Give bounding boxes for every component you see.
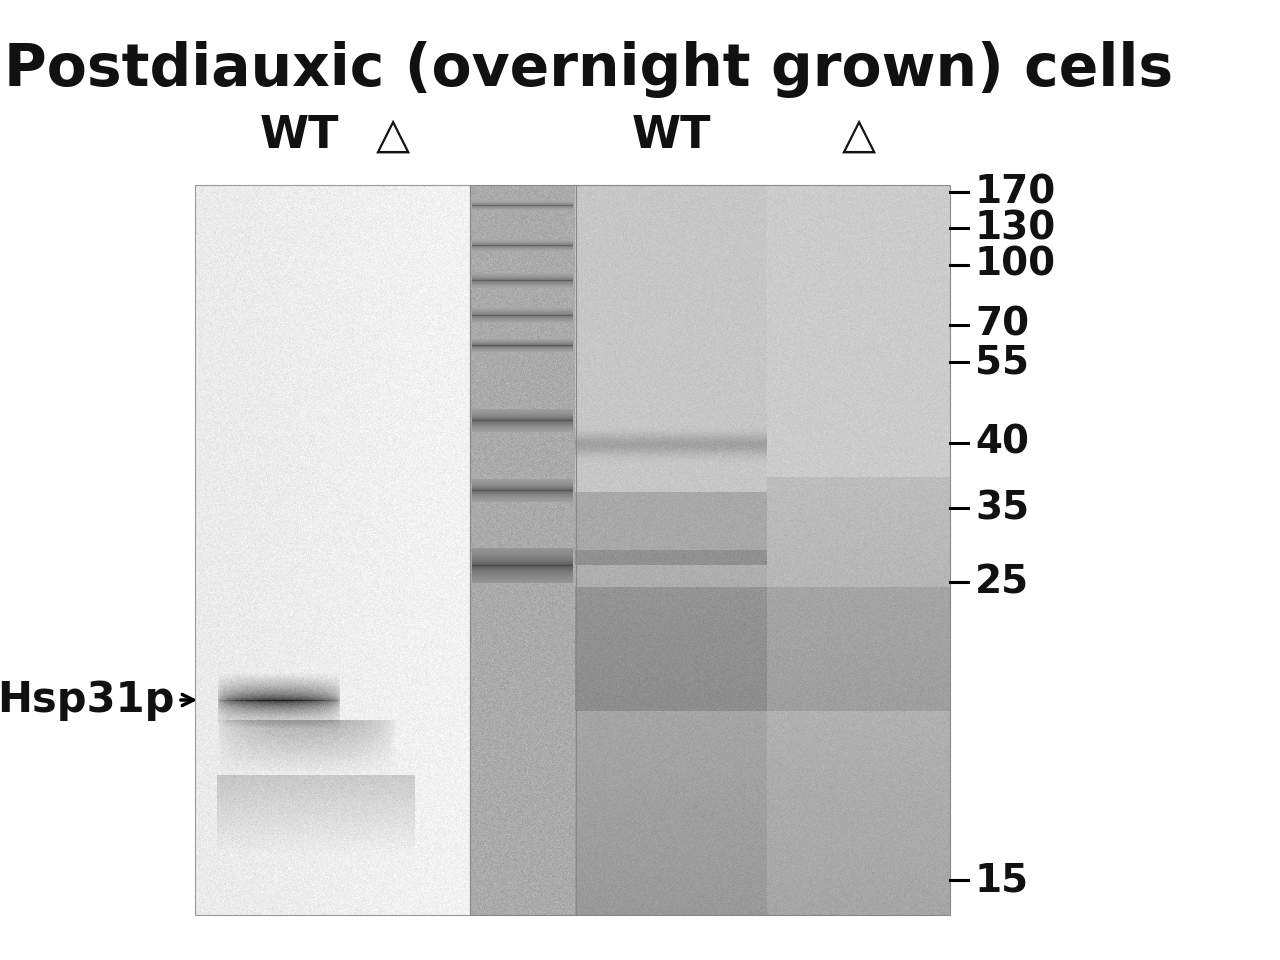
Bar <box>195 185 470 915</box>
Text: WT: WT <box>260 113 339 156</box>
Text: △: △ <box>376 113 410 156</box>
Text: 35: 35 <box>975 489 1029 527</box>
Text: 40: 40 <box>975 424 1029 462</box>
Text: 25: 25 <box>975 563 1029 601</box>
Text: △: △ <box>842 113 876 156</box>
Text: 170: 170 <box>975 173 1056 211</box>
Text: 70: 70 <box>975 306 1029 344</box>
Text: 130: 130 <box>975 209 1056 247</box>
Text: Postdiauxic (overnight grown) cells: Postdiauxic (overnight grown) cells <box>4 41 1174 99</box>
Text: 100: 100 <box>975 246 1056 284</box>
Text: Hsp31p: Hsp31p <box>0 679 175 721</box>
Bar <box>470 185 950 915</box>
Text: 15: 15 <box>975 861 1029 899</box>
Text: WT: WT <box>632 113 712 156</box>
Text: 55: 55 <box>975 343 1029 381</box>
